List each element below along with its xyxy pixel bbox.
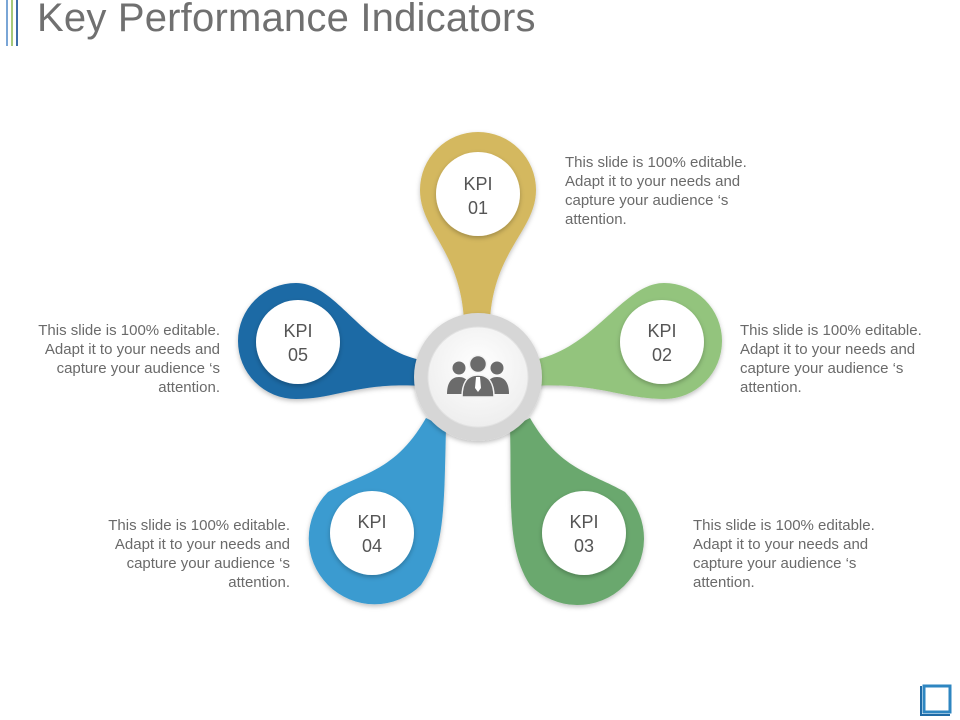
kpi-03-badge — [542, 491, 626, 575]
kpi-02-description: This slide is 100% editable. Adapt it to… — [740, 322, 922, 396]
kpi-04-description: This slide is 100% editable. Adapt it to… — [108, 517, 290, 591]
kpi-02-petal: KPI 02 — [528, 283, 722, 399]
kpi-04-label-line1: KPI — [357, 512, 386, 532]
page-title: Key Performance Indicators — [37, 0, 536, 40]
kpi-05-label-line2: 05 — [288, 345, 308, 365]
kpi-01-badge — [436, 152, 520, 236]
kpi-03-description: This slide is 100% editable. Adapt it to… — [693, 517, 875, 591]
kpi-03-label-line2: 03 — [574, 536, 594, 556]
kpi-03-label-line1: KPI — [569, 512, 598, 532]
kpi-01-petal: KPI 01 — [420, 132, 536, 320]
kpi-01-description: This slide is 100% editable. Adapt it to… — [565, 154, 747, 228]
kpi-02-label-line1: KPI — [647, 321, 676, 341]
kpi-04-petal: KPI 04 — [308, 418, 446, 605]
kpi-05-description: This slide is 100% editable. Adapt it to… — [38, 322, 220, 396]
kpi-01-label-line2: 01 — [468, 198, 488, 218]
kpi-05-petal: KPI 05 — [238, 283, 426, 399]
team-people-icon — [447, 354, 509, 398]
kpi-05-label-line1: KPI — [283, 321, 312, 341]
kpi-04-badge — [330, 491, 414, 575]
kpi-03-petal: KPI 03 — [510, 418, 644, 606]
center-hub — [414, 313, 542, 441]
title-accent-bars — [6, 0, 26, 56]
kpi-05-badge — [256, 300, 340, 384]
corner-frame-icon — [920, 684, 952, 716]
kpi-02-badge — [620, 300, 704, 384]
kpi-01-label-line1: KPI — [463, 174, 492, 194]
kpi-02-label-line2: 02 — [652, 345, 672, 365]
kpi-04-label-line2: 04 — [362, 536, 382, 556]
